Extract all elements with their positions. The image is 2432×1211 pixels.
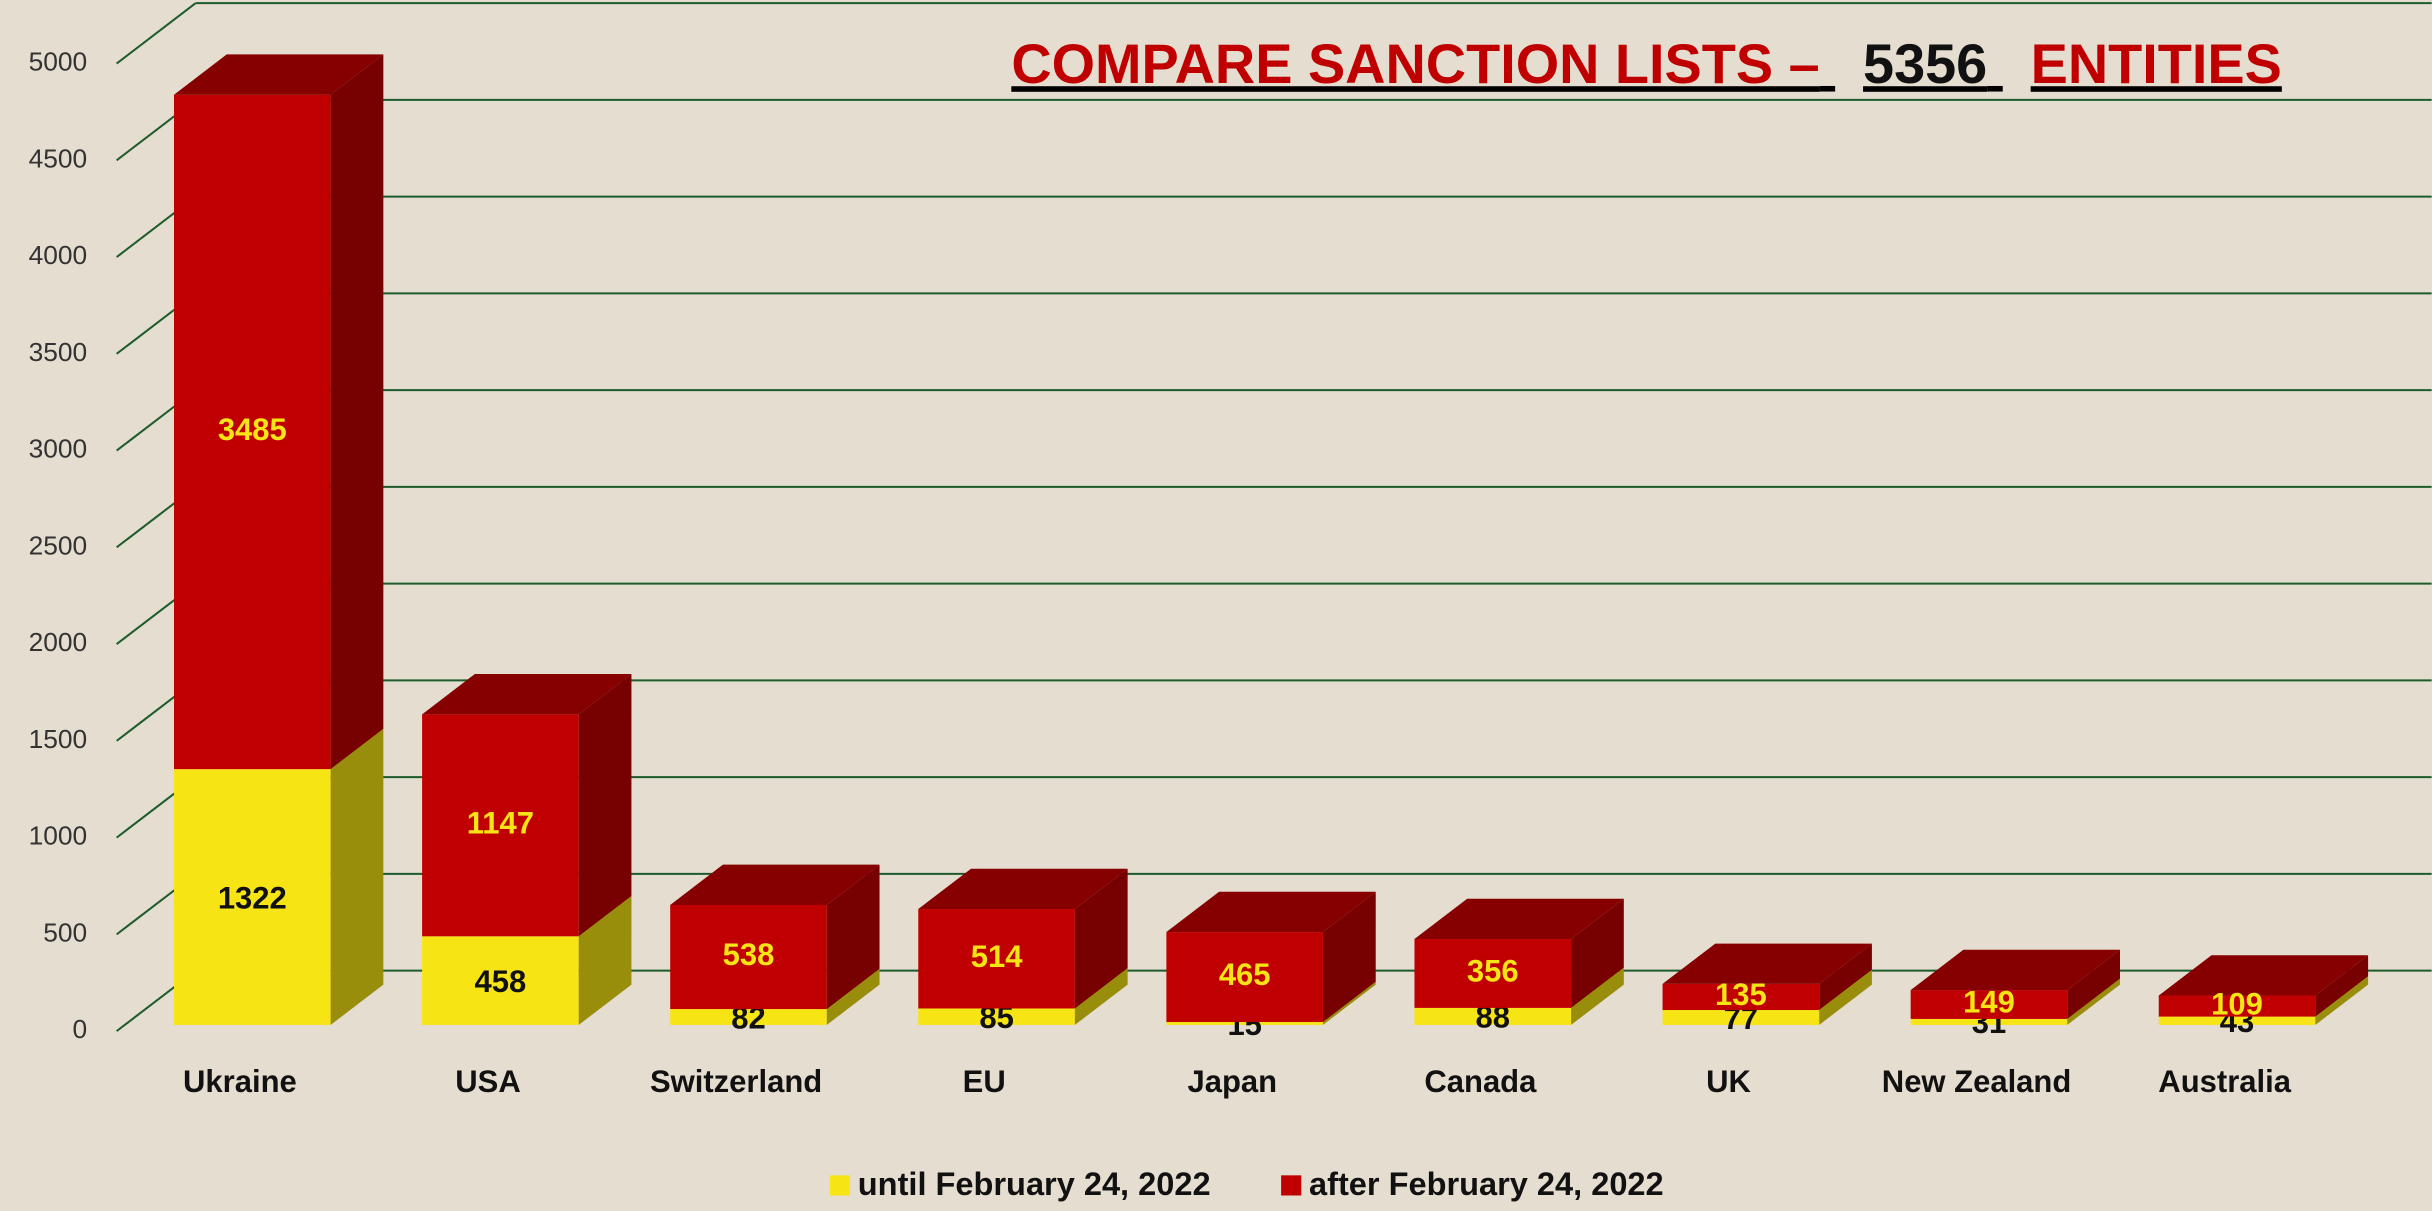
bar-segment — [422, 936, 579, 1025]
bar-side — [826, 968, 880, 1025]
bar-segment — [422, 714, 579, 937]
bar-segment — [1910, 990, 2068, 1019]
y-tick-label: 2500 — [29, 530, 88, 560]
bar-top — [1910, 949, 2120, 991]
bar-side — [578, 895, 632, 1025]
bar-segment — [1414, 939, 1572, 1008]
y-tick-label: 500 — [43, 917, 87, 947]
data-label: 356 — [1467, 954, 1519, 989]
y-tick-label: 3000 — [29, 434, 88, 464]
y-tick-label: 1000 — [29, 821, 88, 851]
bar-segment — [174, 94, 331, 770]
legend-label: until February 24, 2022 — [858, 1166, 1211, 1202]
legend-swatch — [829, 1175, 851, 1196]
x-tick-label: Australia — [2158, 1064, 2291, 1099]
bar-top — [918, 868, 1128, 910]
x-tick-label: Switzerland — [650, 1064, 822, 1099]
x-tick-label: New Zealand — [1882, 1064, 2072, 1099]
grid-line — [116, 2, 197, 65]
legend-label: after February 24, 2022 — [1309, 1166, 1664, 1202]
bar-top — [1166, 891, 1376, 933]
bar-side — [578, 674, 632, 937]
x-tick-label: EU — [963, 1064, 1006, 1099]
bar-top — [670, 864, 880, 905]
bar-side — [1322, 981, 1376, 1025]
bar-segment — [1662, 1010, 1820, 1025]
bar-side — [1571, 967, 1624, 1025]
bar-top — [1662, 943, 1872, 984]
legend-swatch — [1281, 1175, 1302, 1196]
bar-side — [2067, 949, 2120, 1019]
title-part: 5356 — [1863, 32, 1987, 95]
chart-title: COMPARE SANCTION LISTS – 5356 ENTITIES — [1011, 32, 2282, 95]
bar-side — [1074, 868, 1128, 1009]
bar-segment — [670, 904, 827, 1010]
y-tick-label: 4500 — [29, 143, 88, 173]
bar-side — [1074, 968, 1128, 1025]
bar-top — [1414, 898, 1624, 940]
bar-side — [1322, 891, 1376, 1023]
bar-segment — [1414, 1007, 1572, 1025]
y-tick-label: 5000 — [29, 47, 88, 77]
data-label: 109 — [2211, 986, 2263, 1021]
data-label: 3485 — [218, 412, 287, 447]
y-tick-label: 0 — [73, 1014, 88, 1044]
bar-segment — [1662, 983, 1820, 1011]
bar-side — [826, 864, 880, 1010]
data-label: 1147 — [467, 806, 534, 841]
title-part: ENTITIES — [2031, 32, 2282, 95]
bar-top — [174, 54, 384, 95]
x-tick-label: USA — [455, 1064, 520, 1099]
bar-top — [422, 674, 632, 715]
bar-segment — [1910, 1018, 2068, 1025]
data-label: 514 — [971, 939, 1023, 974]
bar-segment — [1166, 932, 1323, 1023]
y-tick-label: 3500 — [29, 337, 88, 367]
bar-side — [330, 54, 384, 770]
x-tick-label: Ukraine — [183, 1064, 297, 1099]
x-tick-label: Japan — [1187, 1064, 1277, 1099]
data-label: 149 — [1963, 985, 2015, 1020]
bar-side — [2315, 976, 2369, 1025]
bar-side — [2315, 955, 2369, 1017]
y-tick-label: 2000 — [29, 627, 88, 657]
bar-segment — [2158, 995, 2316, 1017]
bar-segment — [670, 1009, 827, 1025]
bar-segment — [2158, 1016, 2316, 1025]
title-part: COMPARE SANCTION LISTS – — [1011, 32, 1819, 95]
y-tick-label: 1500 — [29, 724, 88, 754]
data-label: 135 — [1715, 977, 1767, 1012]
data-label: 1322 — [218, 880, 287, 915]
x-tick-label: Canada — [1424, 1064, 1537, 1099]
bar-side — [1819, 969, 1872, 1025]
y-tick-label: 4000 — [29, 240, 88, 270]
bar-segment — [918, 909, 1075, 1009]
bar-top — [2158, 955, 2369, 996]
x-tick-label: UK — [1706, 1064, 1751, 1099]
bar-segment — [174, 769, 331, 1025]
data-label: 465 — [1219, 957, 1271, 992]
bar-segment — [918, 1008, 1075, 1025]
bar-side — [1571, 898, 1624, 1008]
data-label: 538 — [723, 937, 775, 972]
data-label: 458 — [475, 964, 527, 999]
bar-side — [1819, 943, 1872, 1011]
bar-segment — [1166, 1022, 1323, 1025]
bar-side — [330, 728, 384, 1025]
bar-side — [2067, 978, 2120, 1025]
